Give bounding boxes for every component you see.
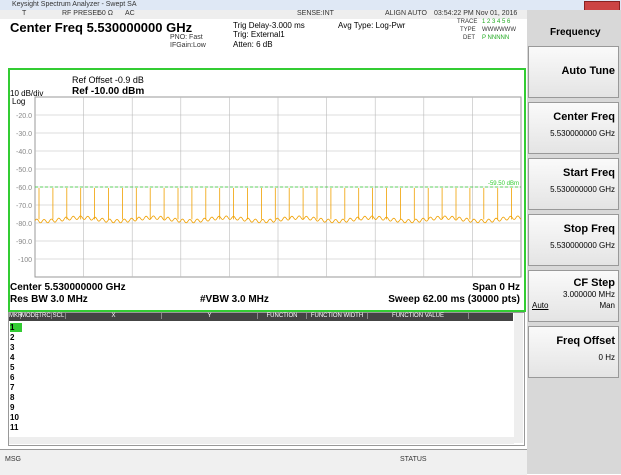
- row-number: 11: [10, 423, 19, 432]
- softkey-label: Freq Offset: [556, 335, 615, 347]
- row-number: 10: [10, 413, 19, 422]
- column-header: FUNCTION WIDTH: [307, 313, 368, 319]
- column-header: MODE: [21, 313, 39, 319]
- row-number: 9: [10, 403, 15, 412]
- center-freq: Center Freq 5.530000000 GHz: [10, 20, 193, 35]
- column-header: SCL: [52, 313, 66, 319]
- display-line-label: -59.50 dBm: [488, 181, 519, 187]
- trace-mode: T: [22, 10, 27, 17]
- h-scrollbar[interactable]: [9, 437, 514, 444]
- marker-table: [8, 312, 525, 446]
- softkey[interactable]: Center Freq 5.530000000 GHz: [528, 102, 619, 154]
- res-bw: Res BW 3.0 MHz: [10, 294, 88, 305]
- msg: MSG: [5, 456, 21, 463]
- man-option: Man: [599, 301, 615, 310]
- softkey[interactable]: Auto Tune: [528, 46, 619, 98]
- column-header: X: [66, 313, 162, 319]
- type-label: TYPE: [460, 27, 476, 33]
- avg-type: Avg Type: Log-Pwr: [338, 21, 406, 30]
- softkey-label: Auto Tune: [561, 65, 615, 77]
- softkey[interactable]: CF Step 3.000000 MHz Auto Man: [528, 270, 619, 322]
- row-number: 5: [10, 363, 15, 372]
- y-label: -70.0: [16, 203, 32, 210]
- status-row: [0, 10, 527, 19]
- row-number: 8: [10, 393, 15, 402]
- y-label: -20.0: [16, 113, 32, 120]
- vbw: #VBW 3.0 MHz: [200, 294, 269, 305]
- datetime: 03:54:22 PM Nov 01, 2016: [434, 10, 518, 17]
- trace-label: TRACE: [457, 19, 478, 25]
- column-header: FUNCTION VALUE: [368, 313, 469, 319]
- align: ALIGN AUTO: [385, 10, 427, 17]
- ref-offset: Ref Offset -0.9 dB: [72, 75, 144, 85]
- scale: 10 dB/div: [10, 89, 43, 98]
- trig: Trig: External1: [233, 30, 285, 39]
- softkey-label: CF Step: [573, 277, 615, 289]
- menu-title: Frequency: [550, 27, 601, 38]
- softkey-value: 3.000000 MHz: [562, 290, 615, 299]
- row-number: 1: [10, 323, 22, 332]
- column-header: Y: [162, 313, 258, 319]
- row-number: 3: [10, 343, 15, 352]
- softkey-label: Center Freq: [553, 111, 615, 123]
- column-header: TRC: [38, 313, 52, 319]
- impedance: 50 Ω: [98, 10, 113, 17]
- column-header: FUNCTION: [258, 313, 307, 319]
- softkey-value: 5.530000000 GHz: [550, 185, 615, 194]
- row-number: 6: [10, 373, 15, 382]
- softkey[interactable]: Start Freq 5.530000000 GHz: [528, 158, 619, 210]
- status-bar: [0, 449, 527, 475]
- title-bar: [0, 0, 621, 10]
- auto-option: Auto: [532, 301, 549, 310]
- y-label: -80.0: [16, 221, 32, 228]
- scrollbar[interactable]: [514, 313, 523, 443]
- y-label: -30.0: [16, 131, 32, 138]
- det-vals: P NNNNN: [482, 35, 510, 41]
- softkey-value: 5.530000000 GHz: [550, 241, 615, 250]
- window-title: Keysight Spectrum Analyzer - Swept SA: [12, 1, 137, 8]
- pno: PNO: Fast: [170, 34, 203, 41]
- center: Center 5.530000000 GHz: [10, 282, 126, 293]
- rf: RF PRESEL: [62, 10, 101, 17]
- graph-frame: [8, 68, 526, 312]
- trace-nums: 1 2 3 4 5 6: [482, 19, 511, 25]
- ifgain: IFGain:Low: [170, 42, 206, 49]
- trace: [34, 215, 522, 224]
- trig-delay: Trig Delay-3.000 ms: [233, 21, 305, 30]
- status: STATUS: [400, 456, 427, 463]
- ref-level: Ref -10.00 dBm: [72, 86, 144, 97]
- row-number: 7: [10, 383, 15, 392]
- softkey[interactable]: Freq Offset 0 Hz: [528, 326, 619, 378]
- softkey-label: Stop Freq: [563, 223, 615, 235]
- det-label: DET: [463, 35, 475, 41]
- coupling: AC: [125, 10, 135, 17]
- softkey-value: 0 Hz: [598, 353, 615, 362]
- log-label: Log: [12, 97, 25, 106]
- sweep: Sweep 62.00 ms (30000 pts): [388, 294, 520, 305]
- softkey-label: Start Freq: [563, 167, 615, 179]
- y-label: -40.0: [16, 149, 32, 156]
- y-label: -60.0: [16, 185, 32, 192]
- graph: Ref Offset -0.9 dB Ref -10.00 dBm 10 dB/…: [10, 75, 522, 305]
- y-label: -90.0: [16, 239, 32, 246]
- sense: SENSE:INT: [297, 10, 334, 17]
- softkey[interactable]: Stop Freq 5.530000000 GHz: [528, 214, 619, 266]
- atten: Atten: 6 dB: [233, 40, 273, 49]
- y-label: -50.0: [16, 167, 32, 174]
- row-number: 4: [10, 353, 15, 362]
- y-label: -100: [18, 257, 32, 264]
- table-header: [9, 313, 513, 321]
- column-header: MKR: [9, 313, 23, 319]
- row-number: 2: [10, 333, 15, 342]
- span: Span 0 Hz: [472, 282, 520, 293]
- type-vals: WWWWWW: [482, 27, 516, 33]
- softkey-value: 5.530000000 GHz: [550, 129, 615, 138]
